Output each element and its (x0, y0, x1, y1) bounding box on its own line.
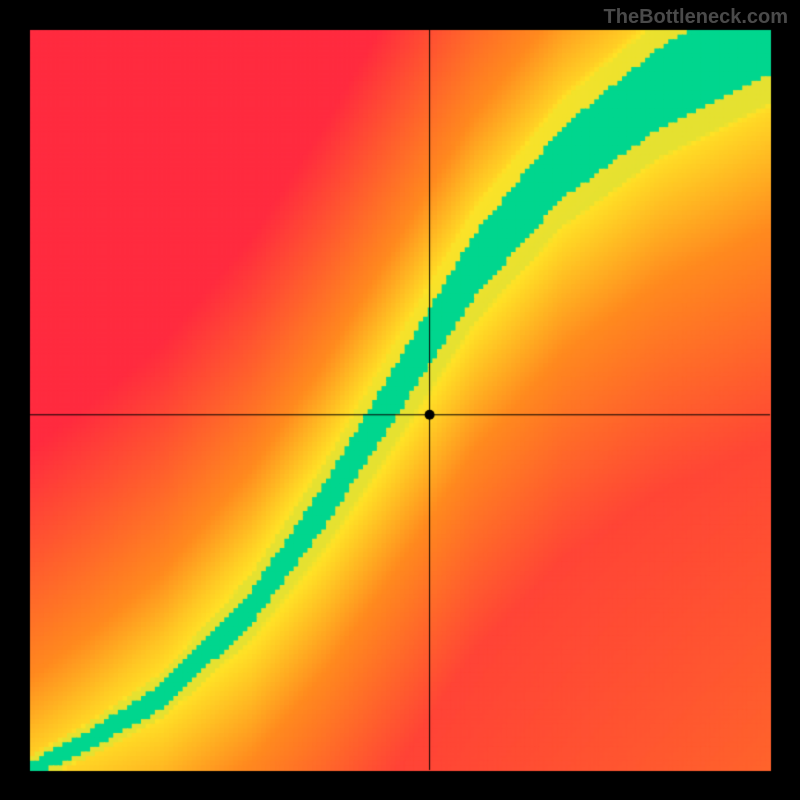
bottleneck-heatmap (0, 0, 800, 800)
watermark-text: TheBottleneck.com (604, 6, 788, 29)
chart-container: TheBottleneck.com (0, 0, 800, 800)
